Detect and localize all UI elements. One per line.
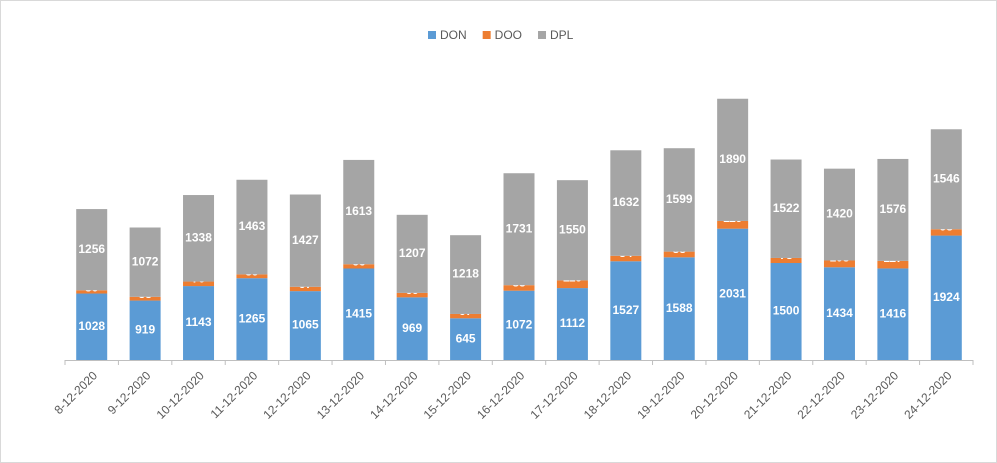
bar-segment — [503, 290, 535, 360]
value-label: 1338 — [185, 230, 212, 244]
value-label: 1890 — [719, 152, 746, 166]
bar-segment — [129, 300, 161, 360]
bar-segment — [289, 286, 321, 292]
value-label: 1143 — [186, 315, 212, 329]
value-label: 969 — [402, 321, 422, 335]
bar-segment — [717, 228, 749, 360]
value-label: 2031 — [719, 287, 746, 301]
bar-segment — [823, 168, 855, 261]
bar-segment — [930, 235, 962, 360]
bar-segment — [770, 263, 802, 360]
bar-segment — [930, 229, 962, 236]
bar-segment — [129, 296, 161, 301]
bar-segment — [610, 261, 642, 360]
value-label: 1420 — [826, 207, 853, 221]
bar-segment — [289, 291, 321, 360]
value-label: 1256 — [78, 242, 105, 256]
value-label: 919 — [135, 322, 155, 336]
bar-segment — [877, 268, 909, 360]
bar-segment — [450, 313, 482, 319]
value-label: 1072 — [132, 254, 159, 268]
bar-segment — [450, 318, 482, 360]
bar-segment — [343, 268, 375, 360]
bar-segment — [663, 148, 695, 252]
bar-segment — [503, 285, 535, 291]
bar-segment — [663, 251, 695, 258]
value-label: 1527 — [612, 303, 639, 317]
bar-segment — [76, 290, 108, 294]
bar-segment — [663, 257, 695, 360]
legend-swatch — [428, 31, 436, 39]
bar-segment — [236, 278, 268, 360]
bar-segment — [610, 255, 642, 262]
value-label: 1218 — [452, 267, 479, 281]
value-label: 1500 — [773, 304, 800, 318]
value-label: 1613 — [345, 204, 372, 218]
bar-segment — [129, 227, 161, 297]
value-label: 1576 — [880, 202, 907, 216]
legend-label: DOO — [495, 28, 522, 42]
value-label: 1065 — [292, 318, 319, 332]
value-label: 1112 — [560, 316, 586, 330]
bar-segment — [610, 150, 642, 256]
value-label: 1599 — [666, 192, 693, 206]
value-label: 1546 — [933, 171, 960, 185]
bar-segment — [930, 129, 962, 230]
value-label: 1415 — [345, 306, 372, 320]
value-label: 1434 — [826, 306, 853, 320]
bar-segment — [183, 286, 215, 360]
bar-segment — [396, 297, 428, 360]
bar-segment — [343, 159, 375, 265]
bar-segment — [76, 209, 108, 291]
legend-label: DPL — [550, 28, 574, 42]
bar-segment — [823, 267, 855, 360]
bar-segment — [877, 158, 909, 261]
value-label: 1463 — [239, 219, 266, 233]
value-label: 1924 — [933, 290, 960, 304]
value-label: 1731 — [506, 221, 533, 235]
bar-segment — [236, 179, 268, 275]
bar-segment — [396, 292, 428, 298]
bar-segment — [183, 195, 215, 282]
bar-segment — [556, 288, 588, 360]
bar-segment — [396, 214, 428, 293]
bar-segment — [717, 98, 749, 221]
value-label: 1588 — [666, 301, 693, 315]
value-label: 1427 — [292, 233, 319, 247]
value-label: 1416 — [880, 306, 907, 320]
bar-segment — [770, 159, 802, 258]
value-label: 1028 — [78, 319, 105, 333]
bar-segment — [770, 257, 802, 263]
bar-segment — [236, 274, 268, 279]
bar-segment — [556, 280, 588, 289]
value-label: 1522 — [773, 201, 800, 215]
bar-segment — [717, 220, 749, 229]
bar-segment — [183, 281, 215, 287]
value-label: 1072 — [506, 318, 533, 332]
value-label: 1207 — [399, 246, 426, 260]
legend-swatch — [482, 31, 491, 39]
value-label: 1632 — [612, 195, 639, 209]
bar-segment — [450, 235, 482, 314]
bar-segment — [289, 194, 321, 287]
legend-label: DON — [440, 28, 467, 42]
bar-segment — [556, 180, 588, 281]
value-label: 1550 — [559, 222, 586, 236]
bar-segment — [503, 173, 535, 286]
bar-segment — [877, 260, 909, 269]
value-label: 645 — [456, 331, 476, 345]
bar-segment — [343, 264, 375, 269]
value-label: 1265 — [239, 311, 266, 325]
bar-segment — [76, 293, 108, 360]
legend-swatch — [538, 31, 547, 39]
bar-segment — [823, 260, 855, 268]
